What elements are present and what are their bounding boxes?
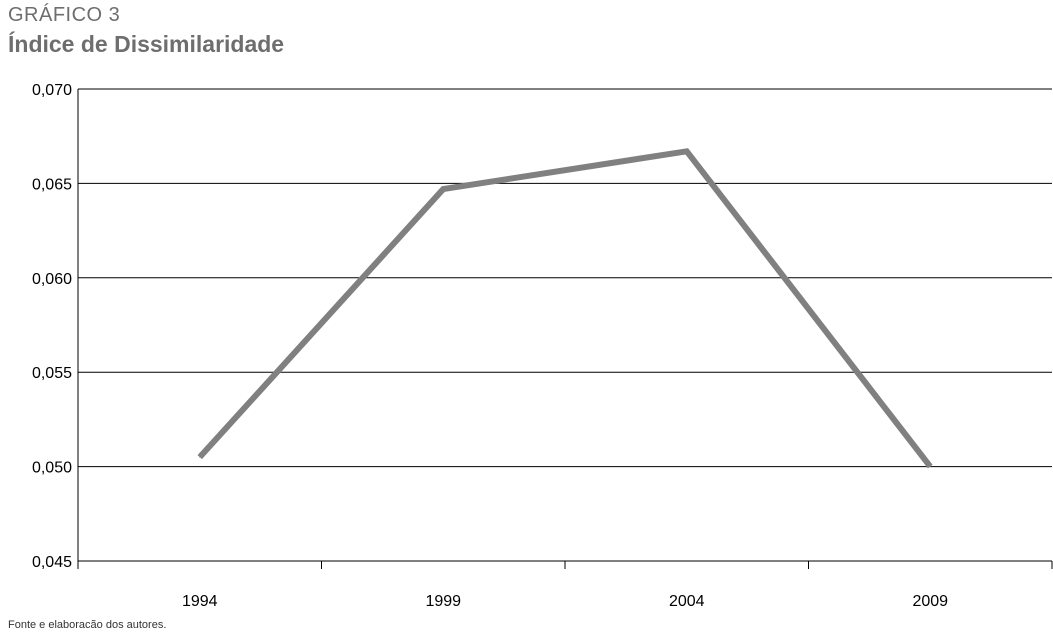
axes bbox=[77, 89, 1053, 569]
x-tick-label: 2009 bbox=[912, 593, 948, 610]
y-tick-label: 0,060 bbox=[32, 271, 72, 288]
x-tick-label: 2004 bbox=[669, 593, 705, 610]
chart-title: Índice de Dissimilaridade bbox=[8, 31, 285, 57]
x-tick-label: 1994 bbox=[182, 593, 218, 610]
data-point bbox=[442, 188, 444, 190]
data-point bbox=[199, 456, 201, 458]
data-point bbox=[929, 466, 931, 468]
y-tick-label: 0,045 bbox=[32, 554, 72, 571]
gridlines bbox=[78, 88, 1052, 468]
data-point bbox=[686, 150, 688, 152]
y-tick-label: 0,065 bbox=[32, 176, 72, 193]
y-tick-label: 0,070 bbox=[32, 82, 72, 99]
y-tick-label: 0,050 bbox=[32, 460, 72, 477]
x-tick-labels: 1994 1999 2004 2009 bbox=[182, 593, 948, 610]
series-line bbox=[197, 148, 933, 469]
y-tick-labels: 0,045 0,050 0,055 0,060 0,065 0,070 bbox=[32, 82, 72, 571]
y-tick-label: 0,055 bbox=[32, 365, 72, 382]
figure-label: GRÁFICO 3 bbox=[8, 4, 121, 26]
source-note: Fonte e elaboracão dos autores. bbox=[8, 619, 167, 631]
series-layer bbox=[197, 148, 933, 469]
x-tick-label: 1999 bbox=[425, 593, 461, 610]
